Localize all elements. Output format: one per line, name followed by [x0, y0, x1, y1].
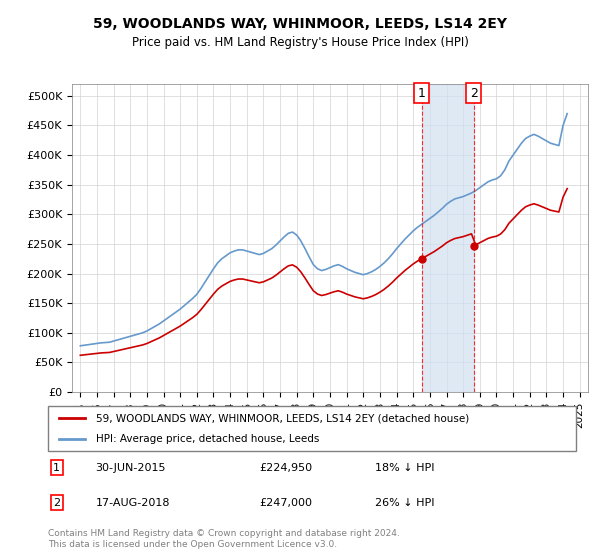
Text: HPI: Average price, detached house, Leeds: HPI: Average price, detached house, Leed… [95, 433, 319, 444]
Bar [422, 84, 473, 392]
Text: 2: 2 [470, 87, 478, 100]
Text: £224,950: £224,950 [259, 463, 313, 473]
Text: 1: 1 [418, 87, 425, 100]
Text: 17-AUG-2018: 17-AUG-2018 [95, 498, 170, 507]
Text: £247,000: £247,000 [259, 498, 312, 507]
Text: 59, WOODLANDS WAY, WHINMOOR, LEEDS, LS14 2EY (detached house): 59, WOODLANDS WAY, WHINMOOR, LEEDS, LS14… [95, 413, 469, 423]
Text: 30-JUN-2015: 30-JUN-2015 [95, 463, 166, 473]
Text: 2: 2 [53, 498, 61, 507]
Text: 1: 1 [53, 463, 60, 473]
Text: Contains HM Land Registry data © Crown copyright and database right 2024.
This d: Contains HM Land Registry data © Crown c… [48, 529, 400, 549]
FancyBboxPatch shape [48, 406, 576, 451]
Text: 26% ↓ HPI: 26% ↓ HPI [376, 498, 435, 507]
Text: Price paid vs. HM Land Registry's House Price Index (HPI): Price paid vs. HM Land Registry's House … [131, 36, 469, 49]
Text: 59, WOODLANDS WAY, WHINMOOR, LEEDS, LS14 2EY: 59, WOODLANDS WAY, WHINMOOR, LEEDS, LS14… [93, 17, 507, 31]
Text: 18% ↓ HPI: 18% ↓ HPI [376, 463, 435, 473]
